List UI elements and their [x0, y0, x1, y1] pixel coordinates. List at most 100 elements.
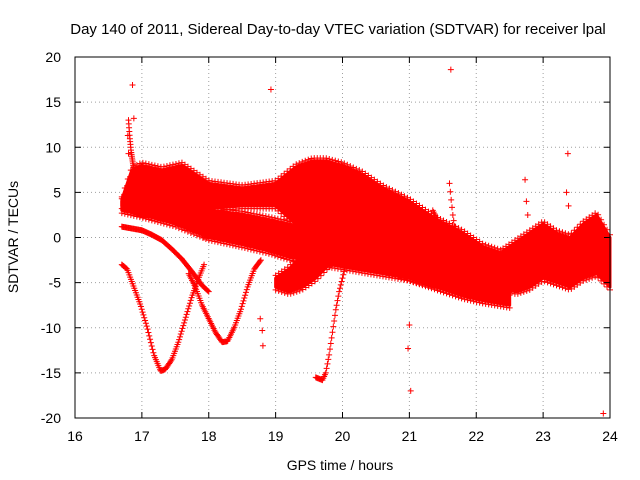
band-area — [501, 213, 612, 294]
band-edge-point — [347, 163, 354, 170]
data-point — [459, 263, 466, 270]
band-edge-point — [355, 269, 362, 276]
band-edge-point — [223, 241, 230, 248]
band-edge-point — [278, 210, 285, 217]
band-edge-point — [280, 217, 287, 224]
band-edge-point — [277, 254, 284, 261]
data-point — [444, 246, 451, 253]
band-edge-point — [289, 219, 296, 226]
band-edge-point — [457, 291, 464, 298]
band-edge-point — [178, 159, 185, 166]
x-tick-label: 16 — [67, 428, 83, 444]
band-edge-point — [353, 165, 360, 172]
band-edge-point — [336, 254, 343, 261]
band-edge-point — [268, 251, 275, 258]
band-edge-point — [460, 292, 467, 299]
data-point — [146, 332, 153, 339]
data-point — [337, 281, 344, 288]
band-edge-point — [394, 275, 401, 282]
band-edge-point — [296, 252, 303, 259]
band-edge-point — [503, 304, 510, 311]
band-edge-point — [256, 211, 263, 218]
band-edge-point — [443, 219, 450, 226]
band-edge-point — [247, 210, 254, 217]
band-edge-point — [323, 155, 330, 162]
band-edge-point — [214, 239, 221, 246]
band-edge-point — [277, 216, 284, 223]
outlier-point — [269, 183, 276, 190]
band-edge-point — [451, 290, 458, 297]
band-edge-point — [304, 222, 311, 229]
data-point — [342, 264, 349, 271]
outlier-point — [125, 150, 132, 157]
band-edge-point — [409, 278, 416, 285]
outlier-point — [241, 189, 248, 196]
band-edge-point — [253, 247, 260, 254]
band-edge-point — [320, 269, 327, 276]
band-edge-point — [479, 240, 486, 247]
band-edge-point — [229, 242, 236, 249]
band-edge-point — [454, 290, 461, 297]
data-point — [328, 334, 335, 341]
band-edge-point — [385, 274, 392, 281]
data-point — [462, 272, 469, 279]
data-point — [460, 266, 467, 273]
data-point — [326, 346, 333, 353]
band-edge-point — [148, 217, 155, 224]
data-point — [178, 328, 185, 335]
x-tick-label: 24 — [602, 428, 618, 444]
data-point — [201, 261, 208, 268]
band-edge-point — [360, 211, 367, 218]
band-edge-point — [416, 202, 423, 209]
band-edge-point — [361, 270, 368, 277]
band-edge-point — [382, 237, 389, 244]
data-point — [459, 279, 466, 286]
band-edge-point — [238, 244, 245, 251]
band-edge-point — [571, 227, 578, 234]
band-edge-point — [181, 161, 188, 168]
band-edge-point — [330, 224, 337, 231]
band-edge-point — [376, 272, 383, 279]
band-edge-point — [154, 218, 161, 225]
band-edge-point — [500, 300, 506, 307]
series-outliers — [124, 66, 607, 417]
band-edge-point — [290, 289, 297, 296]
data-point — [440, 232, 447, 239]
band-edge-point — [506, 304, 513, 311]
band-edge-point — [383, 184, 390, 191]
band-edge-point — [485, 242, 492, 249]
band-edge-point — [190, 231, 197, 238]
band-edge-point — [391, 275, 398, 282]
band-edge-point — [415, 247, 422, 254]
data-point — [243, 286, 250, 293]
data-point — [241, 295, 248, 302]
band-edge-point — [330, 260, 337, 267]
band-edge-point — [595, 274, 602, 281]
band-edge-point — [172, 160, 179, 167]
outlier-point — [203, 234, 210, 241]
series-v-trough-2 — [185, 257, 264, 346]
band-edge-point — [366, 209, 373, 216]
band-edge-point — [418, 248, 425, 255]
band-edge-point — [317, 232, 324, 239]
band-edge-point — [349, 268, 356, 275]
band-edge-point — [193, 169, 200, 176]
band-edge-point — [326, 156, 333, 163]
data-point — [338, 278, 345, 285]
band-edge-point — [281, 289, 288, 296]
band-edge-point — [382, 273, 389, 280]
band-edge-point — [124, 197, 131, 204]
band-edge-point — [391, 240, 398, 247]
band-edge-point — [598, 216, 605, 223]
band-edge-point — [307, 223, 314, 230]
band-edge-point — [568, 230, 575, 237]
band-edge-point — [272, 286, 279, 293]
band-edge-point — [302, 284, 309, 291]
band-edge-point — [323, 228, 330, 235]
band-edge-point — [388, 274, 395, 281]
band-edge-point — [356, 167, 363, 174]
band-edge-point — [445, 288, 452, 295]
band-edge-point — [421, 282, 428, 289]
band-edge-point — [419, 204, 426, 211]
band-edge-point — [241, 208, 248, 215]
